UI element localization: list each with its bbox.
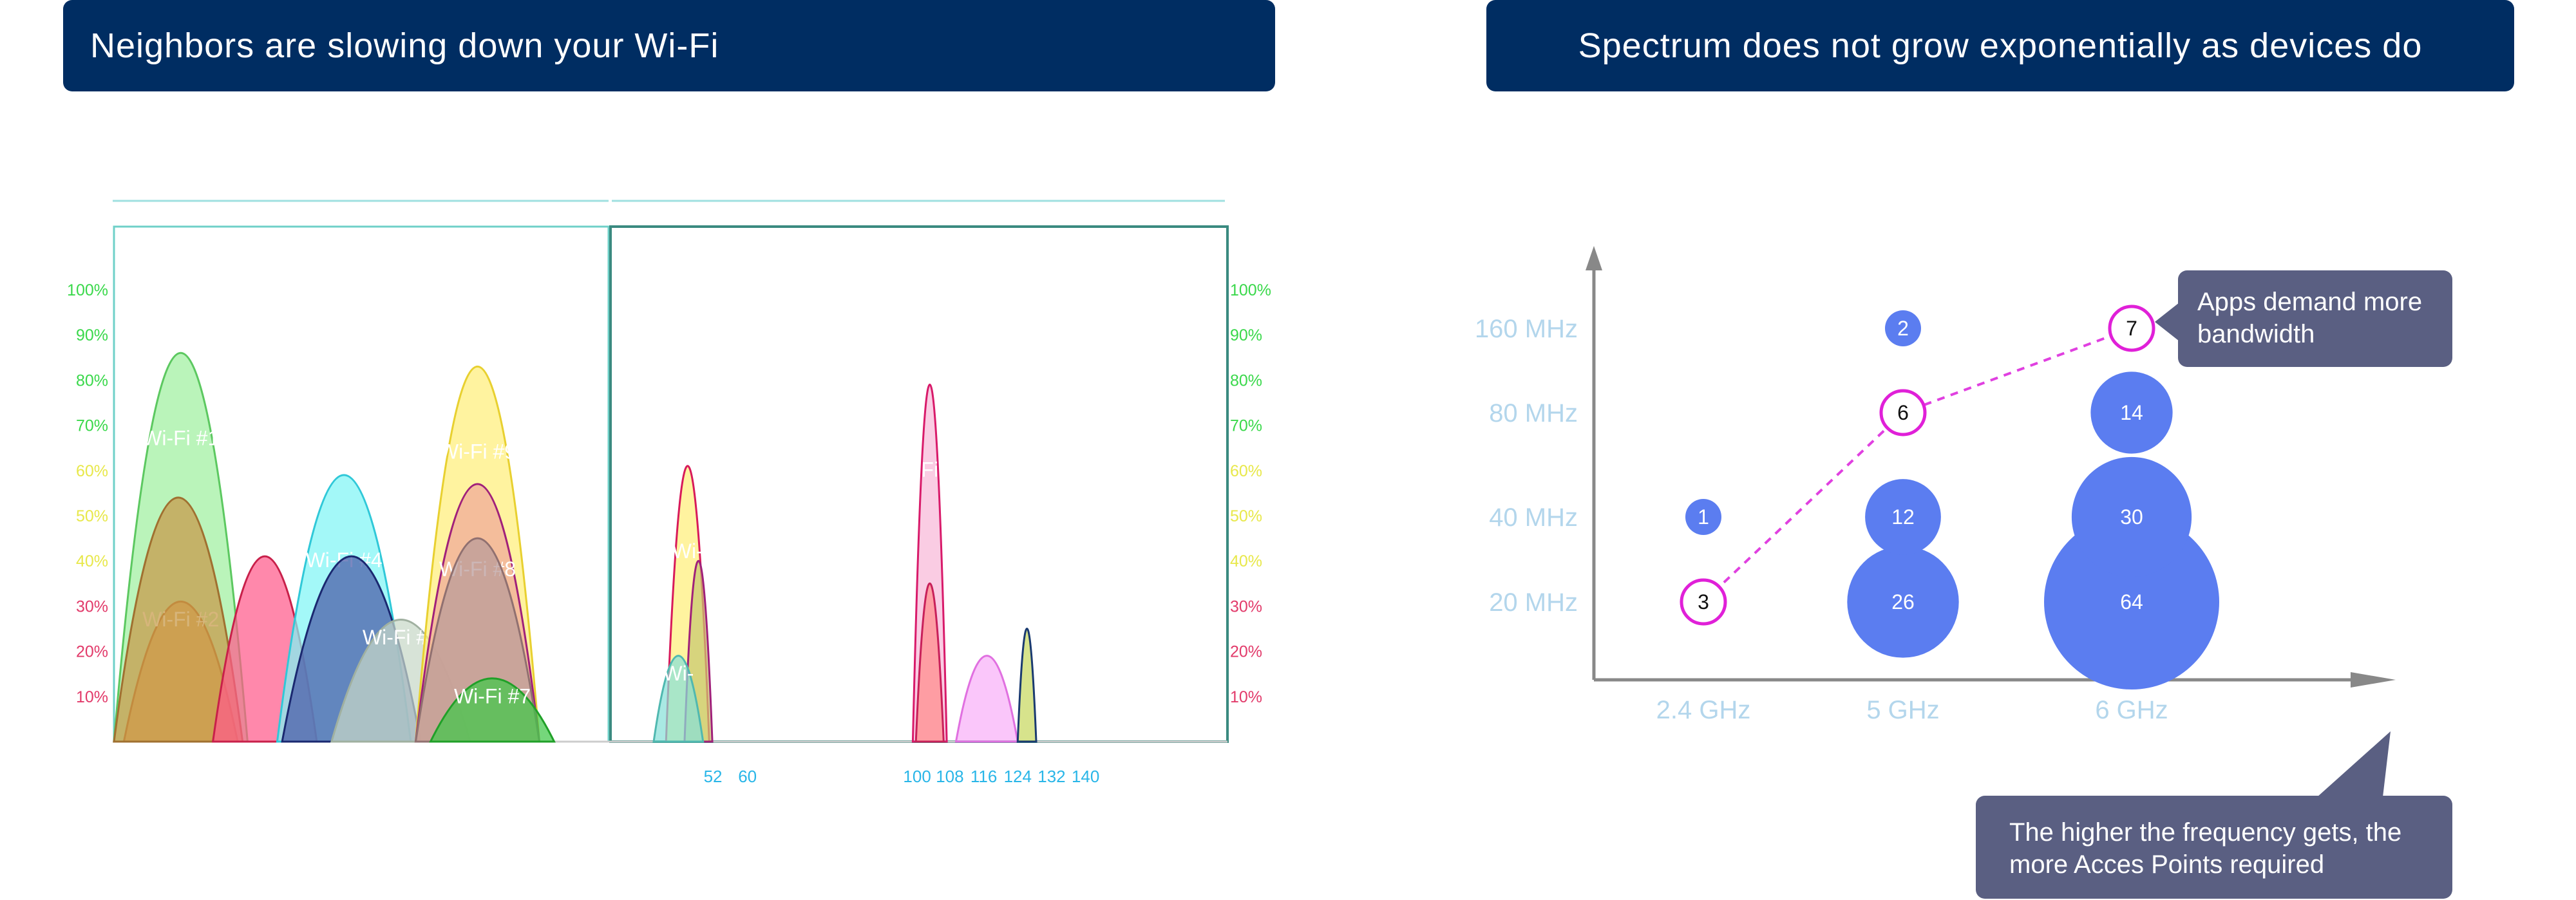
x-tick-5-ghz: 5 GHz (1866, 696, 1939, 724)
bubble-label-2: 2 (1897, 317, 1909, 340)
band-5-curve-band-5-network-f (954, 655, 1019, 743)
x-tick-6-ghz: 6 GHz (2095, 696, 2168, 724)
y-tick-right-100: 100% (1230, 281, 1271, 299)
bubble-label-30: 30 (2120, 505, 2143, 529)
band-24-curve-band-2-4-network-a (113, 496, 244, 743)
y-tick-right-20: 20% (1230, 643, 1262, 661)
y-tick-right-70: 70% (1230, 417, 1262, 435)
y-axis-arrow (1586, 246, 1602, 270)
y-tick-left-30: 30% (76, 597, 108, 615)
right-panel-title: Spectrum does not grow exponentially as … (1486, 0, 2514, 91)
y-tick-right-30: 30% (1230, 597, 1262, 615)
bubble-14 (2090, 371, 2173, 454)
callout-apps-pointer (2155, 303, 2179, 341)
y-tick-left-10: 10% (76, 688, 108, 706)
y-tick-right-40: 40% (1230, 552, 1262, 570)
bubble-30 (2071, 456, 2192, 577)
channel-tick-100: 100 (903, 767, 931, 786)
y-tick-right-10: 10% (1230, 688, 1262, 706)
bubble-1 (1685, 499, 1721, 535)
y-tick-right-60: 60% (1230, 462, 1262, 480)
y-tick-left-80: 80% (76, 371, 108, 389)
y-tick-right-50: 50% (1230, 507, 1262, 525)
bubble-3 (1680, 578, 1727, 626)
bubble-label-6: 6 (1897, 401, 1909, 424)
band-24-curve-wi-fi-7 (429, 677, 556, 743)
channel-tick-52: 52 (704, 767, 723, 786)
bubble-26 (1847, 546, 1959, 658)
y-tick-left-50: 50% (76, 507, 108, 525)
y-tick-160-mhz: 160 MHz (1475, 315, 1578, 343)
callout-freq-pointer (2317, 731, 2391, 797)
left-panel-title: Neighbors are slowing down your Wi-Fi (63, 0, 1275, 91)
y-tick-left-20: 20% (76, 643, 108, 661)
bubble-64 (2044, 514, 2219, 689)
y-tick-40-mhz: 40 MHz (1489, 503, 1578, 532)
band-5-label-band-5-network-c: Wi- (663, 662, 694, 685)
bubble-6 (1879, 389, 1927, 436)
y-tick-right-80: 80% (1230, 371, 1262, 389)
channel-tick-108: 108 (936, 767, 963, 786)
band-5-label-band-5-network-d: Fi (921, 458, 938, 482)
callout-apps-demand: Apps demand more bandwidth (2178, 270, 2452, 367)
channel-tick-140: 140 (1072, 767, 1099, 786)
bubble-label-1: 1 (1698, 505, 1709, 529)
wifi-spectrum-chart: 100% 100% 90% 90% 80% 80% 70% 70% 60% 60% 50% 50% 40… (67, 200, 1271, 786)
y-tick-left-90: 90% (76, 326, 108, 344)
y-tick-80-mhz: 80 MHz (1489, 399, 1578, 427)
channel-tick-60: 60 (738, 767, 757, 786)
bubble-label-64: 64 (2120, 590, 2143, 614)
x-tick-2-4-ghz: 2.4 GHz (1656, 696, 1751, 724)
band-5-curve-band-5-network-e (914, 582, 945, 743)
bubble-label-26: 26 (1891, 590, 1915, 614)
y-tick-left-100: 100% (67, 281, 108, 299)
band-24-label-wi-fi-1: Wi-Fi #1 (142, 426, 219, 449)
y-tick-left-60: 60% (76, 462, 108, 480)
y-tick-left-70: 70% (76, 417, 108, 435)
bubble-12 (1865, 479, 1941, 555)
bubble-2 (1885, 310, 1921, 346)
band-24-label-wi-fi-9: Wi-Fi #9 (439, 440, 516, 464)
band-24-label-wi-fi-7: Wi-Fi #7 (454, 684, 531, 708)
bubble-label-3: 3 (1698, 590, 1709, 614)
channel-tick-132: 132 (1037, 767, 1065, 786)
bubble-7 (2108, 305, 2155, 352)
callout-frequency: The higher the frequency gets, the more … (1976, 796, 2452, 899)
band-5-label-band-5-network-a: Wi- (672, 539, 703, 563)
channel-tick-116: 116 (971, 767, 997, 786)
x-axis-arrow (2351, 672, 2396, 688)
band-5-curve-band-5-network-c (652, 655, 705, 743)
bubble-label-14: 14 (2120, 401, 2143, 424)
band-5-curve-band-5-network-g (1016, 628, 1037, 743)
y-tick-right-90: 90% (1230, 326, 1262, 344)
channel-tick-124: 124 (1004, 767, 1032, 786)
bubble-label-7: 7 (2126, 317, 2137, 340)
bubble-label-12: 12 (1891, 505, 1915, 529)
bubble-chart: 2.4 GHz 5 GHz 6 GHz 20 MHz 40 MHz 80 MHz 160 M… (1475, 246, 2396, 797)
y-tick-20-mhz: 20 MHz (1489, 588, 1578, 617)
y-tick-left-40: 40% (76, 552, 108, 570)
